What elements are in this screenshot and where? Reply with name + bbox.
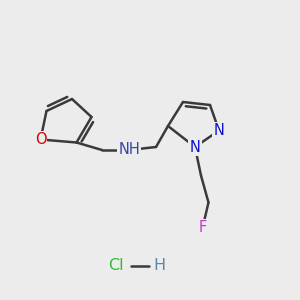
Text: Cl: Cl [108, 258, 123, 273]
Text: O: O [35, 132, 46, 147]
Text: H: H [153, 258, 165, 273]
Text: N: N [190, 140, 200, 154]
Text: F: F [198, 220, 207, 236]
Text: NH: NH [118, 142, 140, 158]
Text: N: N [214, 123, 224, 138]
